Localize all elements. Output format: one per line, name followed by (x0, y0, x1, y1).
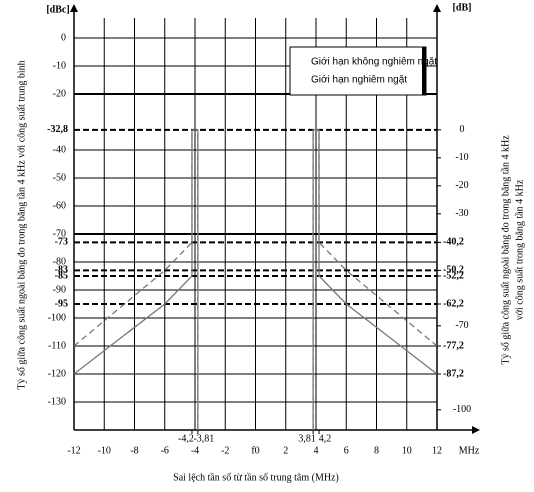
y-tick-label: -130 (48, 396, 66, 407)
x-mark-label: -4,2 (178, 433, 194, 444)
y2-level-label: -87,2 (443, 368, 464, 379)
y-unit: [dBc] (46, 4, 69, 15)
legend-label: Giới hạn không nghiêm ngặt (311, 57, 437, 68)
y2-label: với công suất trong băng tần 4 kHz (514, 179, 525, 320)
x-tick-label: 8 (374, 445, 379, 456)
y2-tick-label: -100 (453, 404, 471, 415)
legend-bar (422, 47, 426, 95)
y-level-label: -85 (55, 270, 68, 281)
y2-tick-label: -30 (455, 208, 468, 219)
x-tick-label: -12 (67, 445, 80, 456)
y-level-label: -83 (55, 265, 68, 276)
x-tick-label: -10 (98, 445, 111, 456)
y2-tick-label: -10 (455, 152, 468, 163)
y-level-label: -95 (55, 298, 68, 309)
x-tick-label: f0 (251, 445, 259, 456)
x-label: Sai lệch tần số từ tần số trung tâm (MHz… (173, 472, 339, 483)
x-tick-label: -4 (191, 445, 199, 456)
y-tick-label: -90 (53, 284, 66, 295)
y-tick-label: -70 (53, 228, 66, 239)
x-mark-label: -3,81 (193, 433, 214, 444)
y-tick-label: -100 (48, 312, 66, 323)
y2-level-label: -77,2 (443, 340, 464, 351)
legend-box (289, 46, 427, 96)
y2-tick-label: 0 (460, 124, 465, 135)
y2-tick-label: -20 (455, 180, 468, 191)
y2-tick-label: -70 (455, 320, 468, 331)
x-tick-label: 4 (314, 445, 319, 456)
x-unit: MHz (459, 445, 480, 456)
y-level-label: -32,8 (47, 124, 68, 135)
y-tick-label: -40 (53, 144, 66, 155)
y-label: Tỷ số giữa công suất ngoài băng đo trong… (16, 60, 27, 389)
y2-level-label: -52,2 (443, 270, 464, 281)
x-tick-label: 10 (402, 445, 412, 456)
y-tick-label: -20 (53, 88, 66, 99)
y-level-label: -73 (55, 237, 68, 248)
y-tick-label: -60 (53, 200, 66, 211)
y2-label: Tỷ số giữa công suất ngoài băng đo trong… (500, 135, 511, 365)
y-tick-label: 0 (61, 32, 66, 43)
y2-level-label: -40,2 (443, 237, 464, 248)
x-tick-label: -6 (161, 445, 169, 456)
arrow (433, 4, 441, 12)
x-tick-label: 12 (432, 445, 442, 456)
x-tick-label: -8 (130, 445, 138, 456)
arrow (472, 426, 480, 434)
x-tick-label: -2 (221, 445, 229, 456)
y-tick-label: -110 (48, 340, 66, 351)
arrow (70, 4, 78, 12)
x-tick-label: 6 (344, 445, 349, 456)
x-tick-label: 2 (283, 445, 288, 456)
y-tick-label: -10 (53, 60, 66, 71)
y-tick-label: -80 (53, 256, 66, 267)
y-tick-label: -120 (48, 368, 66, 379)
y2-level-label: -62,2 (443, 298, 464, 309)
y-tick-label: -50 (53, 172, 66, 183)
y2-level-label: -50,2 (443, 265, 464, 276)
x-mark-label: 4,2 (319, 433, 332, 444)
legend-label: Giới hạn nghiêm ngặt (311, 75, 407, 86)
y2-unit: [dB] (453, 2, 472, 13)
x-mark-label: 3,81 (298, 433, 316, 444)
series-line (73, 129, 438, 430)
